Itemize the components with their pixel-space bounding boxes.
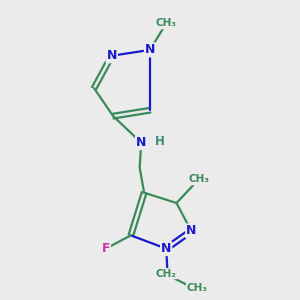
Text: N: N (106, 49, 117, 62)
Text: CH₃: CH₃ (188, 174, 209, 184)
Text: N: N (186, 224, 196, 238)
Text: F: F (102, 242, 110, 255)
Text: CH₃: CH₃ (156, 18, 177, 28)
Text: N: N (145, 44, 155, 56)
Text: H: H (155, 135, 165, 148)
Text: CH₃: CH₃ (187, 284, 208, 293)
Text: N: N (136, 136, 146, 149)
Text: CH₂: CH₂ (156, 269, 177, 279)
Text: N: N (161, 242, 171, 255)
